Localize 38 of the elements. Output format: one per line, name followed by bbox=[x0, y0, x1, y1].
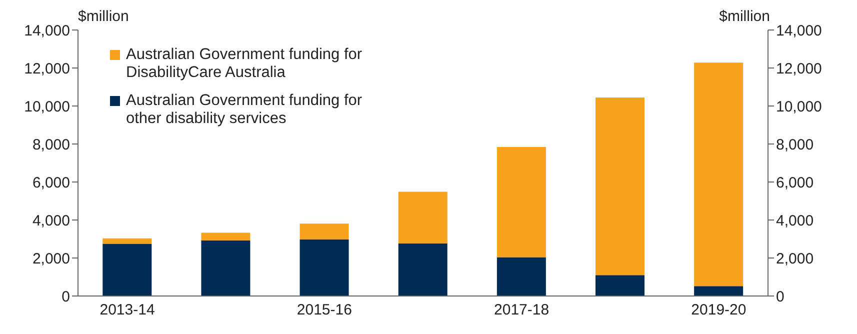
bar bbox=[300, 239, 349, 296]
y-tick-label: 14,000 bbox=[24, 22, 70, 40]
bar bbox=[398, 192, 448, 244]
y2-tick-label: 8,000 bbox=[776, 136, 814, 154]
y-tick-label: 4,000 bbox=[32, 212, 70, 230]
bar bbox=[102, 244, 152, 296]
y-tick-label: 2,000 bbox=[32, 250, 70, 268]
bar bbox=[596, 97, 644, 276]
y2-tick-label: 0 bbox=[776, 288, 784, 306]
x-tick-label: 2017-18 bbox=[494, 302, 550, 319]
x-tick-label: 2019-20 bbox=[691, 302, 746, 319]
y-axis-title: $million bbox=[78, 8, 129, 25]
bar bbox=[398, 243, 448, 296]
y2-tick-label: 6,000 bbox=[776, 174, 814, 192]
y-tick-label: 8,000 bbox=[32, 136, 70, 154]
bar bbox=[596, 275, 644, 296]
x-tick-label: 2013-14 bbox=[100, 302, 155, 319]
bar bbox=[694, 62, 744, 286]
y-tick-label: 10,000 bbox=[24, 98, 70, 116]
bar bbox=[300, 224, 349, 240]
bar bbox=[201, 240, 250, 296]
y-tick-label: 12,000 bbox=[24, 60, 70, 78]
x-tick-label: 2015-16 bbox=[296, 302, 352, 319]
y-tick-label: 6,000 bbox=[32, 174, 70, 192]
y-tick-label: 0 bbox=[62, 288, 70, 306]
bar bbox=[201, 232, 250, 240]
bar bbox=[496, 147, 546, 258]
y2-tick-label: 12,000 bbox=[776, 60, 822, 78]
bar bbox=[694, 286, 744, 296]
bar bbox=[102, 238, 152, 244]
legend-label: Australian Government funding for other disability services bbox=[126, 92, 364, 128]
y2-axis-title: $million bbox=[719, 8, 770, 25]
y2-tick-label: 14,000 bbox=[776, 22, 822, 40]
bar bbox=[496, 257, 546, 296]
y2-tick-label: 10,000 bbox=[776, 98, 822, 116]
legend-label: Australian Government funding for DisabilityCare Australia bbox=[126, 46, 364, 82]
y2-tick-label: 2,000 bbox=[776, 250, 814, 268]
y2-tick-label: 4,000 bbox=[776, 212, 814, 230]
